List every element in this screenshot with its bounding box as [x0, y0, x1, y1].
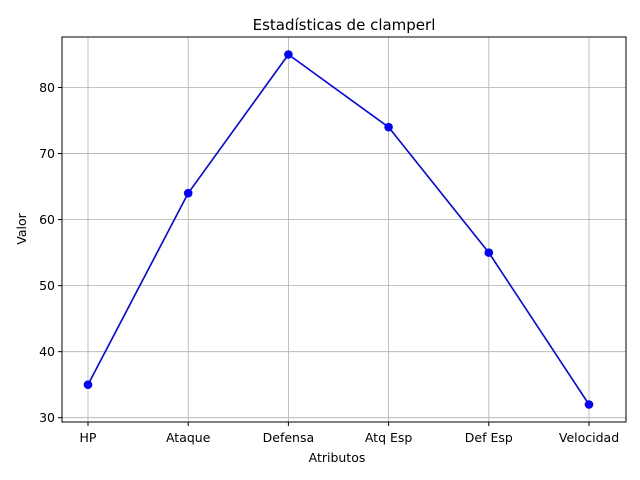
y-tick-label: 60 [39, 212, 55, 227]
x-tick-label: Def Esp [465, 430, 513, 445]
plot-frame [61, 36, 627, 423]
grid [62, 37, 626, 422]
y-tick-label: 80 [39, 80, 55, 95]
data-point [584, 400, 594, 409]
data-point [83, 380, 93, 389]
y-tick-label: 30 [39, 410, 55, 425]
x-tick-label: Defensa [263, 430, 315, 445]
series-line [87, 53, 590, 405]
data-point [384, 122, 393, 132]
data-point [183, 188, 193, 198]
x-tick-label: Atq Esp [365, 430, 413, 445]
data-point [284, 50, 293, 59]
x-axis-label: Atributos [309, 450, 366, 465]
y-axis-label: Valor [14, 212, 29, 244]
x-tick-label: HP [80, 430, 97, 445]
ticks: HP Ataque Defensa Atq Esp Def Esp Velocidad 30… [39, 80, 619, 445]
series-layer [83, 50, 594, 409]
data-point [484, 248, 494, 257]
y-tick-label: 40 [39, 344, 55, 359]
x-tick-label: Ataque [166, 430, 211, 445]
x-tick-label: Velocidad [559, 430, 619, 445]
y-tick-label: 50 [39, 278, 55, 293]
y-tick-label: 70 [39, 146, 55, 161]
chart-title: Estadísticas de clamperl [253, 16, 436, 34]
